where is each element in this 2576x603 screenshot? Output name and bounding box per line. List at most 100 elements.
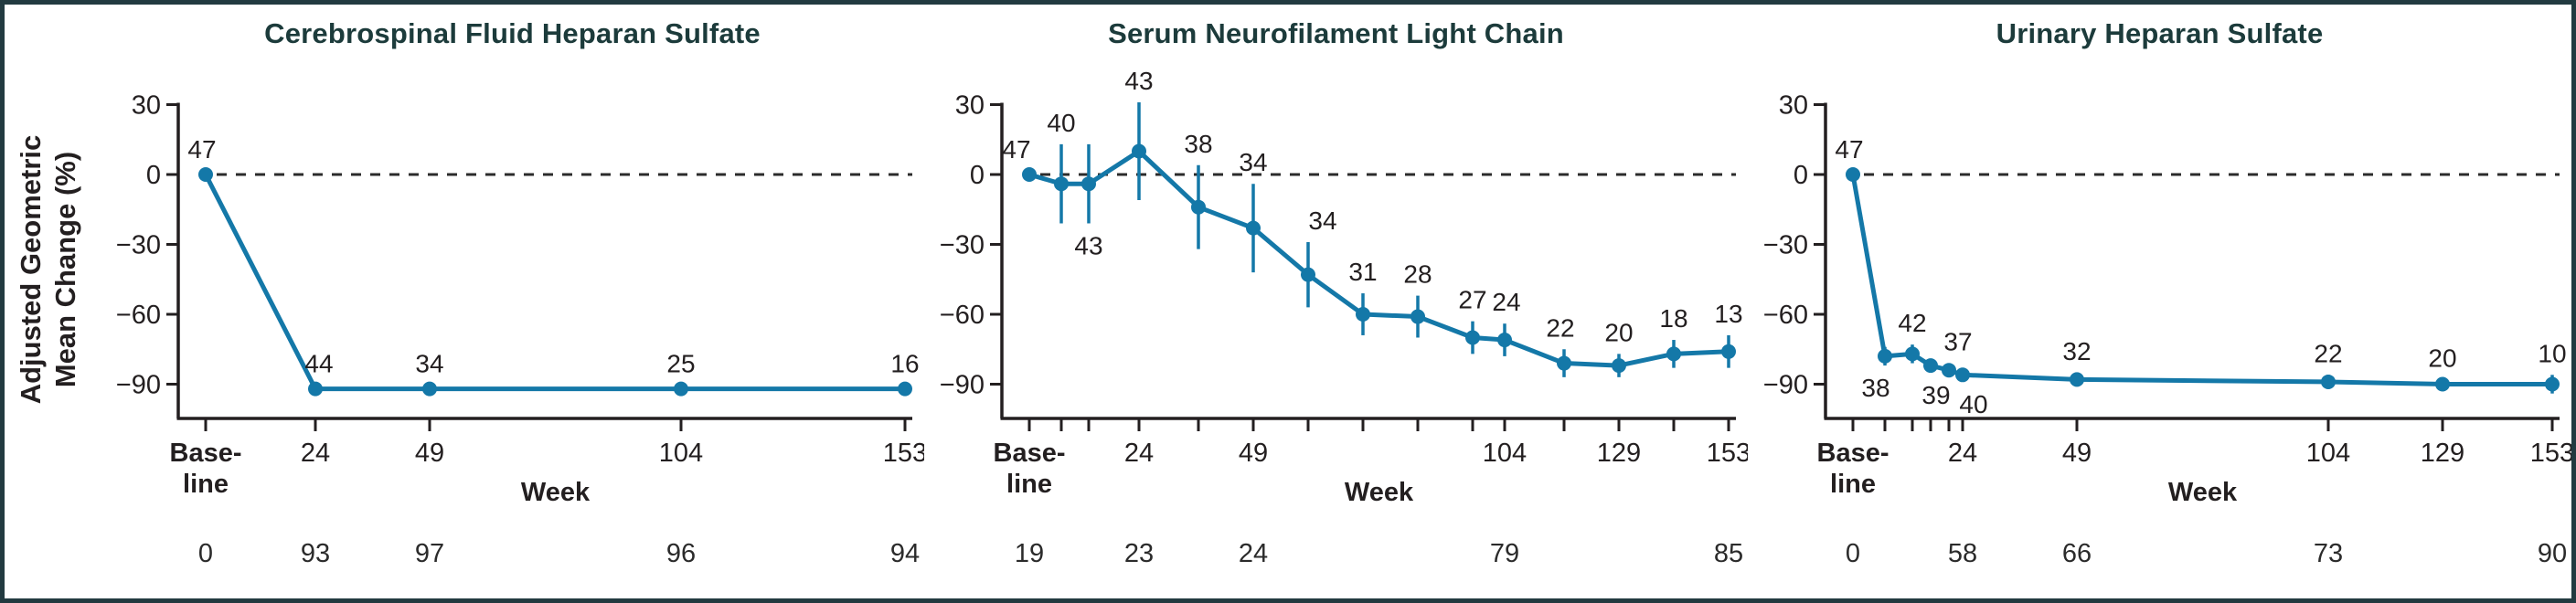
sample-size-label: 34 xyxy=(1239,148,1267,176)
data-point-marker xyxy=(2321,374,2336,389)
sample-size-label: 34 xyxy=(1308,206,1336,235)
y-axis-tick-label: −90 xyxy=(940,371,985,400)
sample-size-label: 37 xyxy=(1943,328,1972,356)
x-axis-baseline-label: Base- xyxy=(994,439,1066,468)
sample-size-label: 32 xyxy=(2062,337,2091,365)
sample-size-label: 28 xyxy=(1403,260,1432,289)
data-point-marker xyxy=(1497,333,1512,348)
y-axis-tick-label: −60 xyxy=(940,301,985,330)
y-axis-tick-label: −30 xyxy=(1763,231,1808,260)
data-point-marker xyxy=(1191,199,1206,215)
sample-size-label: 47 xyxy=(1835,135,1863,164)
data-point-marker xyxy=(1942,363,1956,378)
data-point-marker xyxy=(1612,358,1626,374)
bottom-value-label: 93 xyxy=(301,539,330,568)
x-axis-tick-label: 129 xyxy=(1597,439,1641,468)
x-axis-tick-label: 153 xyxy=(2530,439,2571,468)
y-axis-tick-label: 30 xyxy=(132,91,161,121)
x-axis-tick-label: 24 xyxy=(1948,439,1977,468)
sample-size-label: 40 xyxy=(1047,109,1075,137)
x-axis-tick-label: 104 xyxy=(1483,439,1527,468)
data-point-marker xyxy=(1465,330,1480,345)
x-axis-title: Week xyxy=(1345,478,1414,507)
line-chart-serum-neurofilament: 30 0 −30 −60 −90 Base-line 24 49 104 129 153 Week 47… xyxy=(940,67,1748,568)
data-point-marker xyxy=(1246,220,1261,236)
bottom-value-label: 66 xyxy=(2062,539,2092,568)
x-axis-title: Week xyxy=(2168,478,2238,507)
x-axis-tick-label: 104 xyxy=(659,439,703,468)
y-axis-label-area: Adjusted Geometric Mean Change (%) xyxy=(5,5,101,598)
line-chart-csf-heparan-sulfate: 30 0 −30 −60 −90 Base-line 24 49 104 153 Week 47 44 3… xyxy=(116,91,924,569)
sample-size-label: 27 xyxy=(1458,286,1486,314)
x-axis-tick-label: 153 xyxy=(1707,439,1748,468)
data-point-marker xyxy=(1356,307,1370,322)
y-axis-tick-label: −90 xyxy=(1763,371,1808,400)
panel-title: Urinary Heparan Sulfate xyxy=(1996,17,2324,49)
bottom-value-label: 23 xyxy=(1124,539,1154,568)
data-point-marker xyxy=(1878,348,1892,364)
sample-size-label: 42 xyxy=(1898,309,1926,337)
x-axis-tick-label: 104 xyxy=(2306,439,2350,468)
sample-size-label: 22 xyxy=(2314,339,2342,367)
bottom-value-label: 24 xyxy=(1239,539,1268,568)
x-axis-baseline-label: line xyxy=(183,470,229,499)
data-point-marker xyxy=(1557,355,1571,371)
bottom-value-label: 94 xyxy=(890,539,920,568)
data-point-marker xyxy=(674,381,688,397)
sample-size-label: 16 xyxy=(890,350,919,378)
panel-title: Cerebrospinal Fluid Heparan Sulfate xyxy=(264,17,761,49)
x-axis-tick-label: 129 xyxy=(2421,439,2464,468)
data-point-marker xyxy=(1022,167,1037,182)
y-axis-tick-label: 0 xyxy=(1794,161,1808,190)
bottom-value-label: 96 xyxy=(666,539,696,568)
sample-size-label: 24 xyxy=(1492,288,1520,316)
y-axis-tick-label: 30 xyxy=(955,91,985,121)
panels-row: Cerebrospinal Fluid Heparan Sulfate 30 0 −… xyxy=(101,5,2571,598)
y-axis-tick-label: −60 xyxy=(1763,301,1808,330)
y-axis-tick-label: 0 xyxy=(970,161,985,190)
x-axis-tick-label: 153 xyxy=(883,439,924,468)
y-axis-label-line2: Mean Change (%) xyxy=(49,151,81,388)
y-axis-tick-label: −30 xyxy=(940,231,985,260)
bottom-value-label: 97 xyxy=(415,539,444,568)
data-point-marker xyxy=(308,381,323,397)
data-point-marker xyxy=(1054,176,1069,192)
sample-size-label: 38 xyxy=(1861,374,1889,402)
sample-size-label: 34 xyxy=(415,350,443,378)
x-axis-tick-label: 49 xyxy=(1239,439,1268,468)
bottom-value-label: 0 xyxy=(198,539,213,568)
x-axis-baseline-label: Base- xyxy=(170,439,242,468)
data-point-marker xyxy=(1905,346,1920,362)
y-axis-tick-label: −60 xyxy=(116,301,161,330)
sample-size-label: 22 xyxy=(1546,313,1574,342)
bottom-value-label: 0 xyxy=(1846,539,1860,568)
y-axis-label-line1: Adjusted Geometric xyxy=(15,134,47,405)
x-axis-title: Week xyxy=(521,478,591,507)
bottom-value-label: 79 xyxy=(1490,539,1519,568)
x-axis-tick-label: 49 xyxy=(415,439,444,468)
panel-serum-neurofilament: Serum Neurofilament Light Chain 30 0 −30 −6… xyxy=(924,5,1748,598)
sample-size-label: 39 xyxy=(1921,381,1950,409)
sample-size-label: 13 xyxy=(1714,300,1742,328)
x-axis-baseline-label: line xyxy=(1006,470,1052,499)
sample-size-label: 44 xyxy=(304,350,333,378)
data-point-marker xyxy=(2070,372,2084,387)
sample-size-label: 40 xyxy=(1959,390,1987,418)
bottom-value-label: 19 xyxy=(1015,539,1044,568)
sample-size-label: 31 xyxy=(1348,258,1377,286)
bottom-value-label: 90 xyxy=(2538,539,2567,568)
sample-size-label: 20 xyxy=(2428,344,2456,372)
y-axis-tick-label: −30 xyxy=(116,231,161,260)
data-point-marker xyxy=(2435,376,2450,392)
panel-csf-heparan-sulfate: Cerebrospinal Fluid Heparan Sulfate 30 0 −… xyxy=(101,5,924,598)
y-axis-tick-label: 0 xyxy=(146,161,161,190)
x-axis-baseline-label: Base- xyxy=(1817,439,1889,468)
data-point-marker xyxy=(1923,358,1938,374)
x-axis-tick-label: 24 xyxy=(1124,439,1154,468)
line-chart-urinary-heparan-sulfate: 30 0 −30 −60 −90 Base-line 24 49 104 129 153 Week 47… xyxy=(1763,91,2571,569)
x-axis-tick-label: 24 xyxy=(301,439,330,468)
sample-size-label: 43 xyxy=(1124,67,1153,95)
sample-size-label: 20 xyxy=(1604,318,1633,346)
y-axis-label: Adjusted Geometric Mean Change (%) xyxy=(14,23,90,516)
